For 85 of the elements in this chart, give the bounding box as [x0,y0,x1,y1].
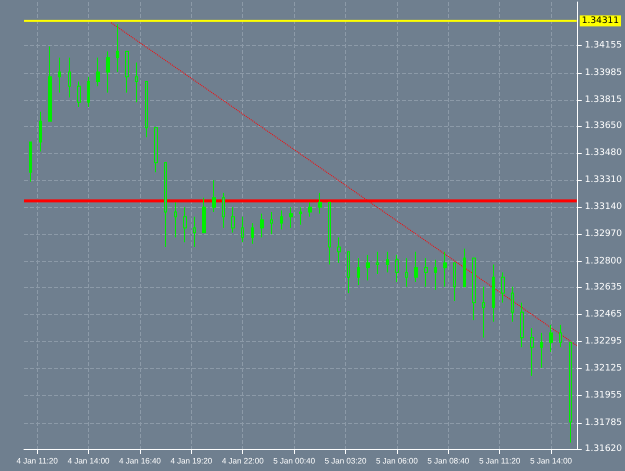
candlestick [328,202,331,265]
y-tick-label: 1.31785 [584,418,622,428]
candlestick [58,57,61,94]
candlestick [569,342,572,444]
y-tick-label: 1.31620 [584,444,622,454]
candlestick [135,62,138,103]
candlestick [289,206,293,228]
candlestick [241,216,244,243]
y-tick-label: 1.32295 [584,336,622,347]
y-tick-label: 1.33985 [584,68,622,78]
x-tick-label: 4 Jan 11:20 [16,456,58,466]
candlestick [193,216,196,248]
candlestick [405,258,408,288]
candlestick [511,286,514,322]
y-tick-label: 1.33815 [584,94,622,105]
candlestick [260,213,264,238]
y-tick-label: 1.32465 [584,310,622,320]
candlestick [251,222,254,244]
candlestick [183,206,187,243]
candlestick [222,192,225,228]
candlestick [68,57,71,98]
x-tick-label: 5 Jan 06:00 [376,456,418,466]
candlestick [501,272,505,304]
y-tick-label: 1.32800 [584,256,622,266]
candlestick [434,259,437,290]
candlestick [174,202,177,238]
y-tick-label: 1.33650 [584,121,622,132]
y-tick-label: 1.32970 [584,229,622,240]
candlestick [520,302,524,348]
candlestick [77,81,81,108]
ref-line-label: 1.34311 [582,16,619,26]
candlestick [87,76,90,108]
candlestick [48,46,52,122]
candlestick [395,254,399,282]
candlestick [357,258,360,286]
candlestick [318,192,322,214]
candlestick [540,332,543,368]
candlestick [337,236,341,264]
candlestick [347,251,350,294]
candlestick [492,264,495,322]
candlestick [414,251,418,282]
x-tick-label: 5 Jan 08:40 [427,456,470,466]
candlestick [154,127,158,173]
y-tick-label: 1.32635 [584,282,622,293]
x-tick-label: 5 Jan 14:00 [530,456,573,466]
x-tick-label: 5 Jan 11:20 [479,456,521,466]
candlestick [212,180,216,212]
y-tick-label: 1.33140 [584,202,622,212]
x-tick-label: 5 Jan 03:20 [324,456,367,466]
candlestick [39,111,42,152]
candlestick [202,197,206,234]
candlestick [96,57,100,87]
candlestick [443,251,447,288]
x-tick-label: 4 Jan 19:20 [170,456,213,466]
x-tick-label: 4 Jan 22:00 [222,456,264,466]
candlestick [231,206,235,234]
y-tick-label: 1.33480 [584,148,622,158]
y-tick-label: 1.32125 [584,364,622,374]
candlestick [559,324,562,348]
candlestick [308,202,312,218]
candlestick [125,50,129,94]
candlestick [472,258,476,321]
candlestick [376,251,379,275]
x-tick-label: 5 Jan 00:40 [273,456,316,466]
candlestick [106,50,110,94]
y-tick-label: 1.33310 [584,175,622,186]
candlestick [164,162,167,248]
candlestick [424,258,428,288]
candlestick [366,254,370,281]
candlestick [29,141,32,182]
candlestick [270,211,273,235]
x-tick-label: 4 Jan 14:00 [68,456,110,466]
candlestick [530,328,534,376]
candlestick [145,81,148,138]
candlestick [549,324,553,352]
candlestick [386,251,389,273]
candlestick [280,210,283,230]
candlestick [482,286,485,338]
candlestick [116,24,119,72]
y-tick-label: 1.34155 [584,40,622,51]
candlestick [463,248,466,288]
y-tick-label: 1.31955 [584,390,622,401]
x-tick-label: 4 Jan 16:40 [119,456,162,466]
candlestick [453,262,456,302]
candlestick [299,206,302,226]
